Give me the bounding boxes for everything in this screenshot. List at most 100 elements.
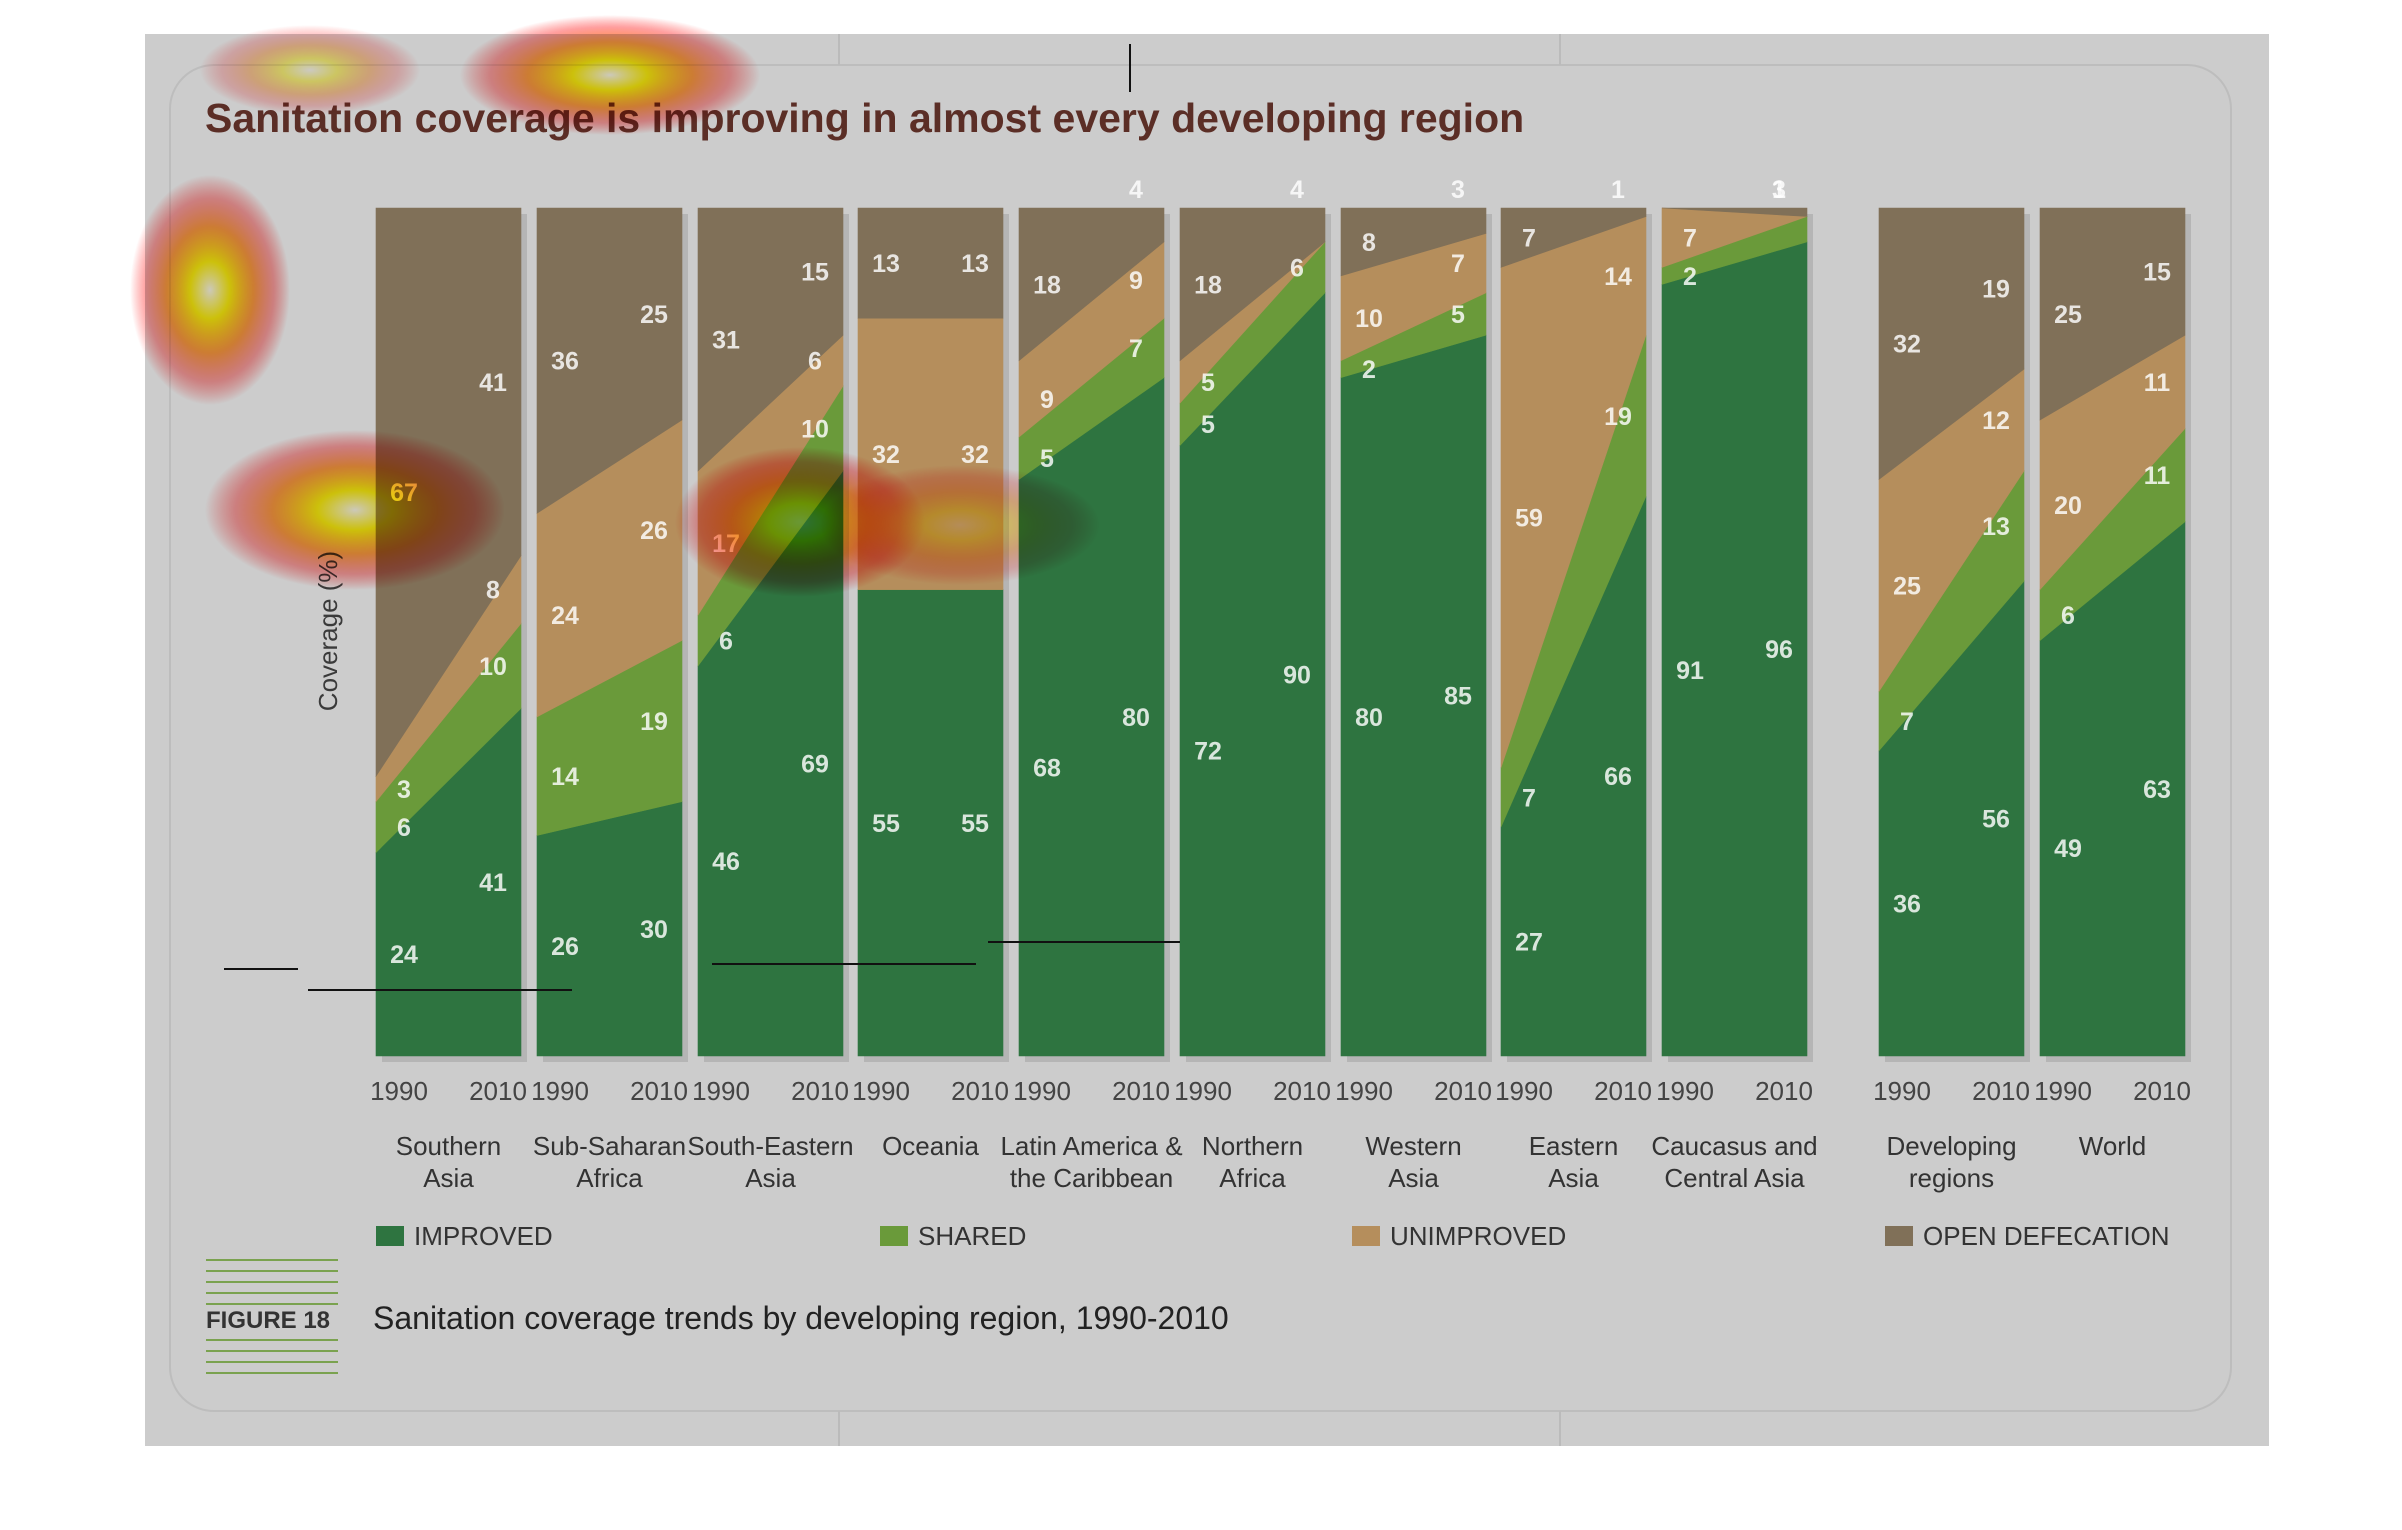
area-open_defecation-latin-america-the-caribbean [1018,207,1165,362]
value-label-improved-sub-saharan-africa: 26 [551,933,579,961]
x-tick-label: 2010 [1594,1076,1652,1106]
value-label-improved-caucasus-and-central-asia: 96 [1765,636,1793,664]
value-label-unimproved-world: 20 [2054,492,2082,520]
x-tick-label: 1990 [1656,1076,1714,1106]
value-label-shared-eastern-asia: 7 [1522,784,1536,812]
figure-label: FIGURE 18 [206,1307,330,1334]
area-open_defecation-south-eastern-asia [697,207,844,472]
value-label-unimproved-eastern-asia: 59 [1515,505,1543,533]
value-label-unimproved-sub-saharan-africa: 26 [640,517,668,545]
value-label-open_defecation-south-eastern-asia: 15 [801,259,829,287]
x-tick-label: 1990 [1013,1076,1071,1106]
legend-swatch-unimproved [1352,1226,1380,1246]
x-tick-label: 1990 [852,1076,910,1106]
area-open_defecation-eastern-asia [1500,207,1647,268]
value-label-unimproved-western-asia: 10 [1355,305,1383,333]
value-label-open_defecation-developing-regions: 19 [1982,276,2010,304]
region-label-south-eastern-asia: South-Eastern [687,1131,853,1161]
x-tick-label: 1990 [531,1076,589,1106]
value-label-shared-eastern-asia: 19 [1604,403,1632,431]
value-label-improved-latin-america-the-caribbean: 80 [1122,704,1150,732]
x-tick-label: 1990 [1335,1076,1393,1106]
value-label-unimproved-south-eastern-asia: 6 [808,348,822,376]
region-label-south-eastern-asia: Asia [745,1163,796,1193]
value-label-improved-caucasus-and-central-asia: 91 [1676,657,1704,685]
value-label-unimproved-latin-america-the-caribbean: 9 [1040,386,1054,414]
area-open_defecation-caucasus-and-central-asia [1661,207,1808,217]
value-label-open_defecation-world: 15 [2143,259,2171,287]
legend-swatch-shared [880,1226,908,1246]
legend-label-improved: IMPROVED [414,1221,553,1251]
value-label-unimproved-oceania: 32 [961,441,989,469]
region-label-western-asia: Asia [1388,1163,1439,1193]
x-tick-label: 2010 [1755,1076,1813,1106]
plot-area: 244161038674119902010SouthernAsia2630141… [370,176,2191,1193]
value-label-open_defecation-oceania: 13 [961,250,989,278]
value-label-open_defecation-northern-africa: 4 [1290,176,1304,204]
x-tick-label: 2010 [2133,1076,2191,1106]
value-label-open_defecation-latin-america-the-caribbean: 4 [1129,176,1143,204]
x-tick-label: 1990 [1873,1076,1931,1106]
figure-label-decoration [206,1259,338,1374]
value-label-shared-northern-africa: 6 [1290,254,1304,282]
legend-label-shared: SHARED [918,1221,1026,1251]
value-label-open_defecation-caucasus-and-central-asia: 1 [1772,176,1786,204]
value-label-improved-southern-asia: 24 [390,941,418,969]
value-label-shared-world: 6 [2061,602,2075,630]
value-label-unimproved-eastern-asia: 14 [1604,263,1632,291]
region-label-southern-asia: Asia [423,1163,474,1193]
value-label-unimproved-world: 11 [2144,369,2171,397]
region-label-northern-africa: Africa [1219,1163,1286,1193]
value-label-improved-south-eastern-asia: 69 [801,750,829,778]
value-label-shared-south-eastern-asia: 10 [801,415,829,443]
value-label-improved-developing-regions: 36 [1893,890,1921,918]
x-tick-label: 1990 [2034,1076,2092,1106]
region-label-latin-america-the-caribbean: the Caribbean [1010,1163,1173,1193]
value-label-shared-sub-saharan-africa: 14 [551,763,579,791]
area-open_defecation-western-asia [1340,207,1487,277]
region-label-eastern-asia: Eastern [1529,1131,1619,1161]
value-label-improved-latin-america-the-caribbean: 68 [1033,755,1061,783]
region-label-western-asia: Western [1365,1131,1461,1161]
area-open_defecation-world [2039,207,2186,421]
value-label-open_defecation-sub-saharan-africa: 36 [551,348,579,376]
region-label-caucasus-and-central-asia: Central Asia [1664,1163,1805,1193]
pointer-marks [224,44,1180,991]
gaze-heatmap-overlay [130,15,1100,597]
area-open_defecation-developing-regions [1878,207,2025,480]
value-label-shared-caucasus-and-central-asia: 3 [1772,176,1786,204]
x-tick-label: 2010 [1434,1076,1492,1106]
value-label-unimproved-latin-america-the-caribbean: 9 [1129,267,1143,295]
x-tick-label: 2010 [1112,1076,1170,1106]
x-tick-label: 1990 [692,1076,750,1106]
region-label-northern-africa: Northern [1202,1131,1303,1161]
legend: IMPROVED SHARED UNIMPROVED OPEN DEFECATION [376,1221,2170,1251]
value-label-unimproved-caucasus-and-central-asia: 7 [1683,225,1697,253]
value-label-unimproved-developing-regions: 12 [1982,407,2010,435]
region-label-latin-america-the-caribbean: Latin America & [1000,1131,1182,1161]
value-label-improved-world: 63 [2143,776,2171,804]
value-label-shared-world: 11 [2144,462,2171,490]
value-label-shared-northern-africa: 5 [1201,411,1215,439]
region-label-world: World [2079,1131,2146,1161]
region-label-oceania: Oceania [882,1131,979,1161]
value-label-open_defecation-latin-america-the-caribbean: 18 [1033,271,1061,299]
value-label-improved-northern-africa: 72 [1194,738,1222,766]
value-label-open_defecation-eastern-asia: 1 [1611,176,1625,204]
x-tick-label: 2010 [791,1076,849,1106]
value-label-improved-south-eastern-asia: 46 [712,848,740,876]
value-label-improved-eastern-asia: 27 [1515,929,1543,957]
region-label-eastern-asia: Asia [1548,1163,1599,1193]
value-label-open_defecation-southern-asia: 41 [479,369,507,397]
value-label-improved-oceania: 55 [961,810,989,838]
value-label-open_defecation-developing-regions: 32 [1893,331,1921,359]
value-label-open_defecation-northern-africa: 18 [1194,271,1222,299]
value-label-shared-southern-asia: 6 [397,814,411,842]
legend-label-open-defecation: OPEN DEFECATION [1923,1221,2170,1251]
value-label-improved-sub-saharan-africa: 30 [640,916,668,944]
value-label-improved-eastern-asia: 66 [1604,763,1632,791]
x-tick-label: 2010 [1972,1076,2030,1106]
region-label-southern-asia: Southern [396,1131,502,1161]
value-label-unimproved-western-asia: 7 [1451,250,1465,278]
value-label-unimproved-southern-asia: 8 [486,577,500,605]
